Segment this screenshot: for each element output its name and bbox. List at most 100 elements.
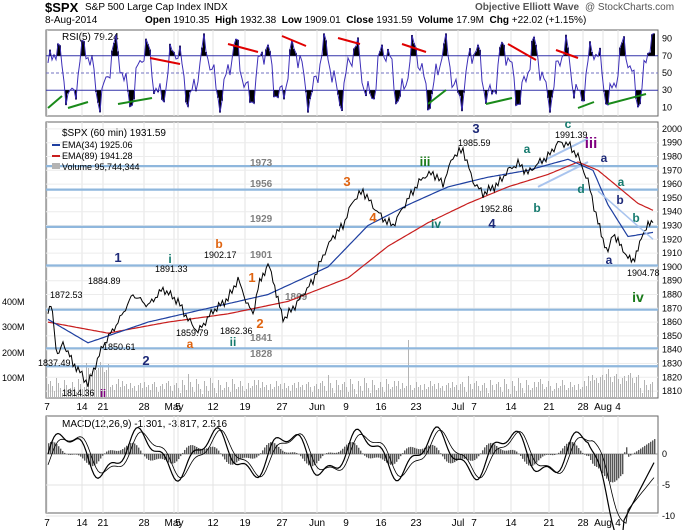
volume-bar [562,380,563,398]
volume-bar [388,384,389,398]
macd-hist-bar [506,450,508,454]
macd-hist-bar [444,454,446,460]
volume-bar [136,391,137,398]
volume-bar [644,380,645,398]
macd-tick-label: -5 [662,480,670,490]
rsi-red-trendline [401,43,427,53]
index-name: S&P 500 Large Cap Index INDX [85,2,228,13]
rsi-overbought-fill [57,43,59,56]
macd-hist-bar [588,454,590,457]
rsi-oversold-fill [187,90,189,107]
volume-bar [246,389,247,398]
rsi-green-trendline [607,93,647,105]
volume-bar [488,393,489,398]
macd-hist-bar [478,454,480,457]
macd-hist-bar [172,454,174,464]
macd-hist-bar [98,454,100,462]
chart-header: $SPX S&P 500 Large Cap Index INDX Object… [0,0,700,30]
macd-hist-bar [230,454,232,465]
volume-bar [542,384,543,398]
macd-hist-bar [128,444,130,454]
macd-hist-bar [304,454,306,462]
macd-hist-bar [510,449,512,454]
price-tick-label: 1940 [662,207,682,217]
high-label: High [215,15,238,26]
macd-hist-bar [50,441,52,454]
volume-bar [444,391,445,398]
channel-lower-line [537,161,589,188]
macd-hist-bar [266,444,268,454]
rsi-oversold-fill [97,90,99,103]
volume-bar [616,374,617,398]
volume-bar [414,388,415,398]
macd-hist-bar [442,454,444,457]
macd-hist-bar [568,442,570,454]
macd-hist-bar [214,447,216,454]
volume-value: 17.9M [456,15,484,26]
x-tick-label: 9 [343,402,349,413]
macd-hist-bar [218,450,220,454]
volume-bar [332,388,333,398]
volume-bar [236,389,237,398]
volume-bar [386,379,387,398]
volume-bar [100,362,101,398]
macd-hist-bar [136,445,138,454]
macd-hist-bar [640,448,642,454]
volume-bar [586,386,587,398]
volume-bar [548,381,549,398]
volume-bar [142,388,143,398]
wave-label: a [606,253,613,267]
volume-bar [106,370,107,398]
x-tick-label: Jun [309,518,325,529]
wave-label: 3 [343,174,350,189]
volume-bar [274,387,275,398]
price-annotation: 1862.36 [220,326,253,336]
x-tick-label: 7 [471,518,477,529]
macd-hist-bar [356,445,358,454]
volume-bar [48,384,49,398]
level-label: 1956 [250,179,273,190]
macd-hist-bar [652,440,654,454]
symbol-title: $SPX [45,0,79,15]
volume-bar [624,376,625,398]
volume-bar [634,383,635,398]
volume-bar [416,382,417,398]
rsi-overbought-fill [653,33,655,56]
volume-bar [582,387,583,398]
volume-bar [566,390,567,398]
volume-bar [392,387,393,398]
volume-bar [168,381,169,398]
volume-bar [560,386,561,398]
volume-bar [438,383,439,398]
macd-hist-bar [140,450,142,454]
macd-hist-bar [564,445,566,454]
volume-bar [362,391,363,398]
macd-hist-bar [122,449,124,454]
rsi-overbought-fill [475,51,477,56]
price-tick-label: 1980 [662,152,682,162]
macd-hist-bar [110,450,112,454]
volume-bar [302,385,303,398]
macd-hist-bar [336,452,338,454]
volume-bar [220,385,221,398]
macd-hist-bar [282,450,284,454]
macd-hist-bar [192,445,194,454]
macd-hist-bar [118,450,120,454]
volume-bar [544,389,545,398]
volume-bar [284,383,285,398]
volume-bar [286,388,287,398]
macd-hist-bar [466,454,468,460]
volume-bar [610,377,611,398]
macd-hist-bar [384,454,386,462]
wave-label: 1 [248,270,255,285]
high-value: 1932.38 [240,15,277,26]
macd-hist-bar [106,451,108,454]
macd-hist-bar [574,443,576,454]
level-label: 1901 [250,250,273,261]
volume-bar [626,381,627,398]
macd-hist-bar [286,452,288,454]
volume-bar [640,388,641,398]
macd-hist-bar [498,447,500,454]
volume-bar [310,387,311,398]
volume-bar [356,394,357,398]
